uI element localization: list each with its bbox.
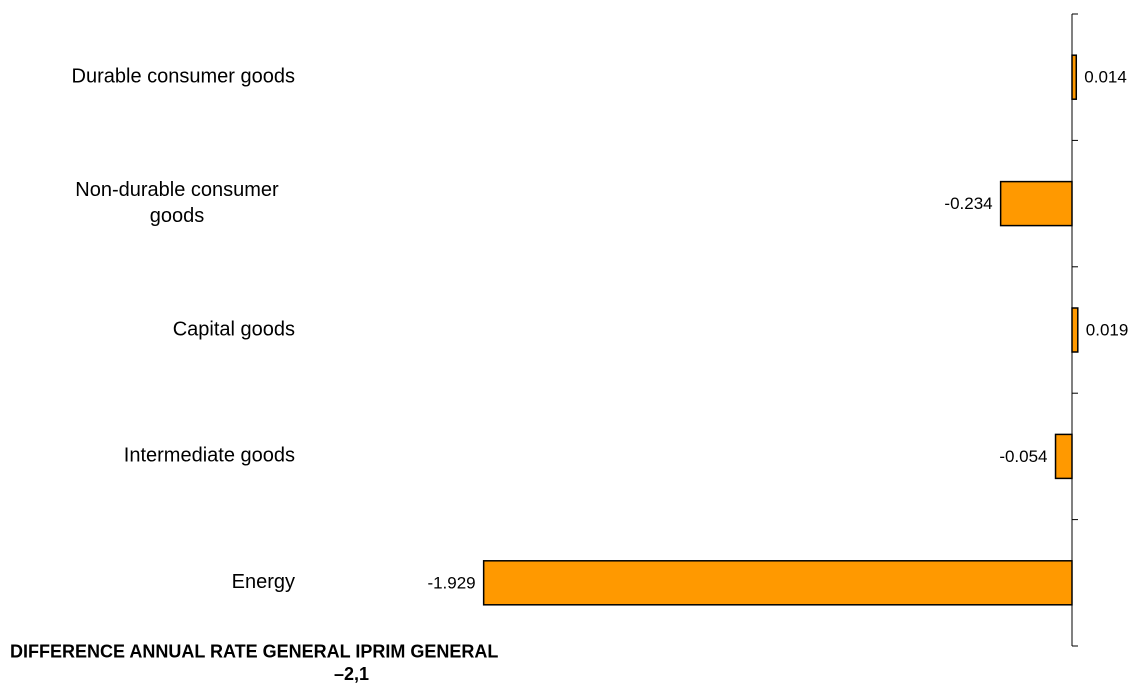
data-label: -1.929 (427, 573, 475, 592)
data-label: -0.234 (944, 194, 992, 213)
bars (482, 54, 1079, 606)
data-label: 0.019 (1086, 320, 1129, 339)
category-label: Capital goods (173, 318, 295, 340)
bar (1054, 433, 1073, 480)
data-label: 0.014 (1084, 68, 1127, 87)
footer-title: DIFFERENCE ANNUAL RATE GENERAL IPRIM GEN… (10, 641, 499, 662)
category-label: Intermediate goods (124, 445, 295, 467)
footer-value: –2,1 (334, 664, 370, 684)
category-label: Non-durable consumer goods (75, 179, 279, 227)
bar (999, 180, 1073, 227)
category-label: Energy (232, 571, 295, 593)
bar (1071, 54, 1078, 100)
data-label: -0.054 (999, 447, 1047, 466)
bar (482, 560, 1073, 606)
labels: 0.014 Durable consumer goods -0.234 Non-dur… (72, 65, 1129, 593)
category-label: Durable consumer goods (72, 65, 295, 87)
bar (1071, 307, 1079, 353)
